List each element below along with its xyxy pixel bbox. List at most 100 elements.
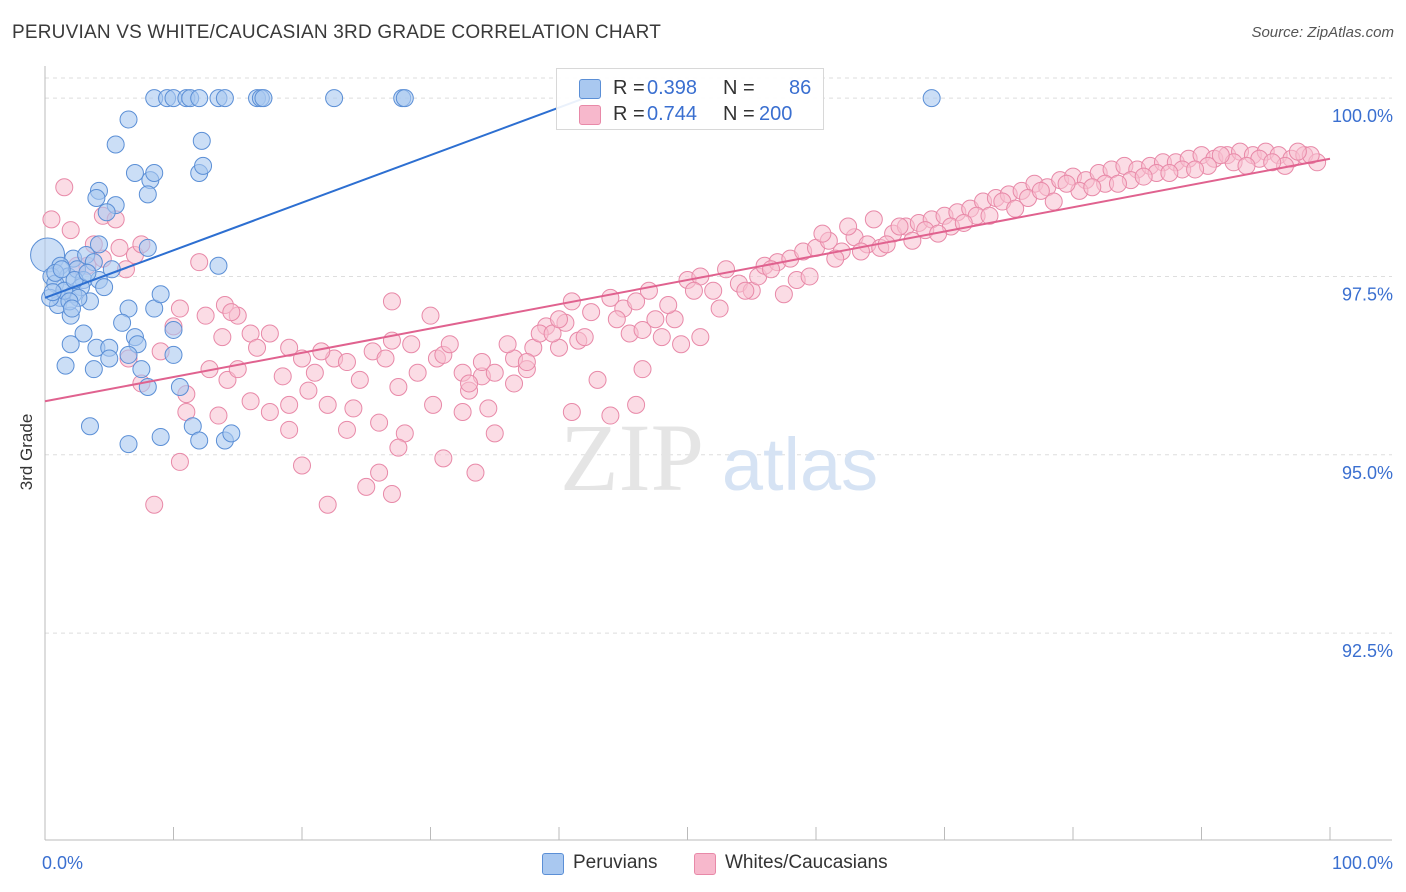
data-point-peruvians bbox=[325, 89, 344, 108]
data-point-whites bbox=[248, 338, 267, 357]
data-point-whites bbox=[1134, 167, 1153, 186]
legend-swatch-whites bbox=[579, 105, 601, 125]
data-point-peruvians bbox=[151, 427, 170, 446]
y-tick-label: 95.0% bbox=[1342, 463, 1393, 483]
data-point-peruvians bbox=[119, 345, 138, 364]
data-point-whites bbox=[588, 370, 607, 389]
data-point-whites bbox=[305, 363, 324, 382]
data-point-whites bbox=[260, 402, 279, 421]
data-point-peruvians bbox=[222, 424, 241, 443]
data-point-peruvians bbox=[164, 345, 183, 364]
y-tick-label: 100.0% bbox=[1332, 106, 1393, 126]
data-point-whites bbox=[485, 363, 504, 382]
data-point-whites bbox=[145, 495, 164, 514]
trend-line-whites bbox=[44, 157, 1331, 403]
y-tick-label: 92.5% bbox=[1342, 641, 1393, 661]
data-point-peruvians bbox=[138, 238, 157, 257]
data-point-peruvians bbox=[80, 417, 99, 436]
data-point-whites bbox=[1031, 181, 1050, 200]
data-point-peruvians bbox=[100, 349, 119, 368]
data-point-peruvians bbox=[125, 164, 144, 183]
data-point-whites bbox=[691, 328, 710, 347]
data-point-whites bbox=[1083, 178, 1102, 197]
trend-lines bbox=[44, 97, 1331, 403]
data-point-whites bbox=[627, 395, 646, 414]
chart-title: PERUVIAN VS WHITE/CAUCASIAN 3RD GRADE CO… bbox=[12, 22, 662, 43]
data-point-whites bbox=[260, 324, 279, 343]
data-point-whites bbox=[1288, 142, 1307, 161]
series-label-peruvians: Peruvians bbox=[573, 852, 658, 873]
peruvians-points bbox=[30, 89, 941, 454]
data-point-whites bbox=[42, 210, 61, 229]
data-point-whites bbox=[890, 217, 909, 236]
data-point-whites bbox=[562, 402, 581, 421]
data-point-whites bbox=[505, 374, 524, 393]
legend-n-label: N = bbox=[723, 103, 755, 125]
data-point-whites bbox=[479, 399, 498, 418]
data-point-whites bbox=[273, 367, 292, 386]
x-tick-label-min: 0.0% bbox=[42, 853, 83, 873]
data-point-whites bbox=[736, 281, 755, 300]
data-point-whites bbox=[421, 306, 440, 325]
data-point-whites bbox=[318, 495, 337, 514]
legend-row-whites: R = 0.744 N = 200 bbox=[557, 101, 823, 127]
data-point-whites bbox=[607, 310, 626, 329]
watermark: ZIP atlas bbox=[560, 404, 878, 511]
data-point-whites bbox=[472, 353, 491, 372]
correlation-legend: R = 0.398 N = 86 R = 0.744 N = 200 bbox=[556, 68, 824, 130]
data-point-whites bbox=[517, 353, 536, 372]
axis-layer bbox=[44, 66, 1392, 841]
data-point-peruvians bbox=[395, 89, 414, 108]
data-point-peruvians bbox=[74, 324, 93, 343]
data-point-whites bbox=[299, 381, 318, 400]
data-point-whites bbox=[1186, 160, 1205, 179]
data-point-whites bbox=[903, 231, 922, 250]
data-point-peruvians bbox=[190, 431, 209, 450]
data-point-whites bbox=[337, 353, 356, 372]
data-point-peruvians bbox=[209, 256, 228, 275]
data-point-whites bbox=[1006, 199, 1025, 218]
y-tick-label: 97.5% bbox=[1342, 284, 1393, 304]
data-point-whites bbox=[498, 335, 517, 354]
data-point-whites bbox=[389, 378, 408, 397]
data-point-whites bbox=[633, 360, 652, 379]
data-point-peruvians bbox=[132, 360, 151, 379]
legend-n-label: N = bbox=[723, 77, 755, 99]
data-point-whites bbox=[485, 424, 504, 443]
data-point-whites bbox=[170, 299, 189, 318]
data-point-whites bbox=[601, 406, 620, 425]
legend-n-value: 86 bbox=[789, 77, 812, 99]
data-point-whites bbox=[110, 238, 129, 257]
axis-labels: 92.5% 95.0% 97.5% 100.0% 0.0% 100.0% 3rd Grade bbox=[17, 106, 1393, 873]
data-point-peruvians bbox=[52, 260, 71, 279]
data-point-whites bbox=[710, 299, 729, 318]
data-point-whites bbox=[575, 328, 594, 347]
data-point-whites bbox=[1263, 153, 1282, 172]
data-point-peruvians bbox=[119, 110, 138, 129]
data-point-whites bbox=[209, 406, 228, 425]
data-point-whites bbox=[813, 224, 832, 243]
data-point-peruvians bbox=[192, 131, 211, 150]
data-point-whites bbox=[190, 253, 209, 272]
whites-caucasians-points bbox=[42, 142, 1327, 514]
data-point-whites bbox=[170, 452, 189, 471]
data-point-whites bbox=[55, 178, 74, 197]
watermark-atlas: atlas bbox=[722, 423, 878, 506]
data-point-whites bbox=[337, 420, 356, 439]
data-point-whites bbox=[318, 395, 337, 414]
data-point-whites bbox=[1160, 164, 1179, 183]
data-point-whites bbox=[376, 349, 395, 368]
data-point-peruvians bbox=[84, 360, 103, 379]
data-point-whites bbox=[382, 485, 401, 504]
legend-r-label: R = bbox=[613, 77, 645, 99]
data-point-peruvians bbox=[78, 263, 97, 282]
data-point-whites bbox=[408, 363, 427, 382]
data-point-whites bbox=[582, 303, 601, 322]
data-point-peruvians bbox=[56, 356, 75, 375]
legend-swatch-peruvians bbox=[579, 79, 601, 99]
data-point-whites bbox=[241, 392, 260, 411]
series-label-whites: Whites/Caucasians bbox=[725, 852, 888, 873]
data-point-whites bbox=[659, 295, 678, 314]
data-point-whites bbox=[293, 456, 311, 475]
